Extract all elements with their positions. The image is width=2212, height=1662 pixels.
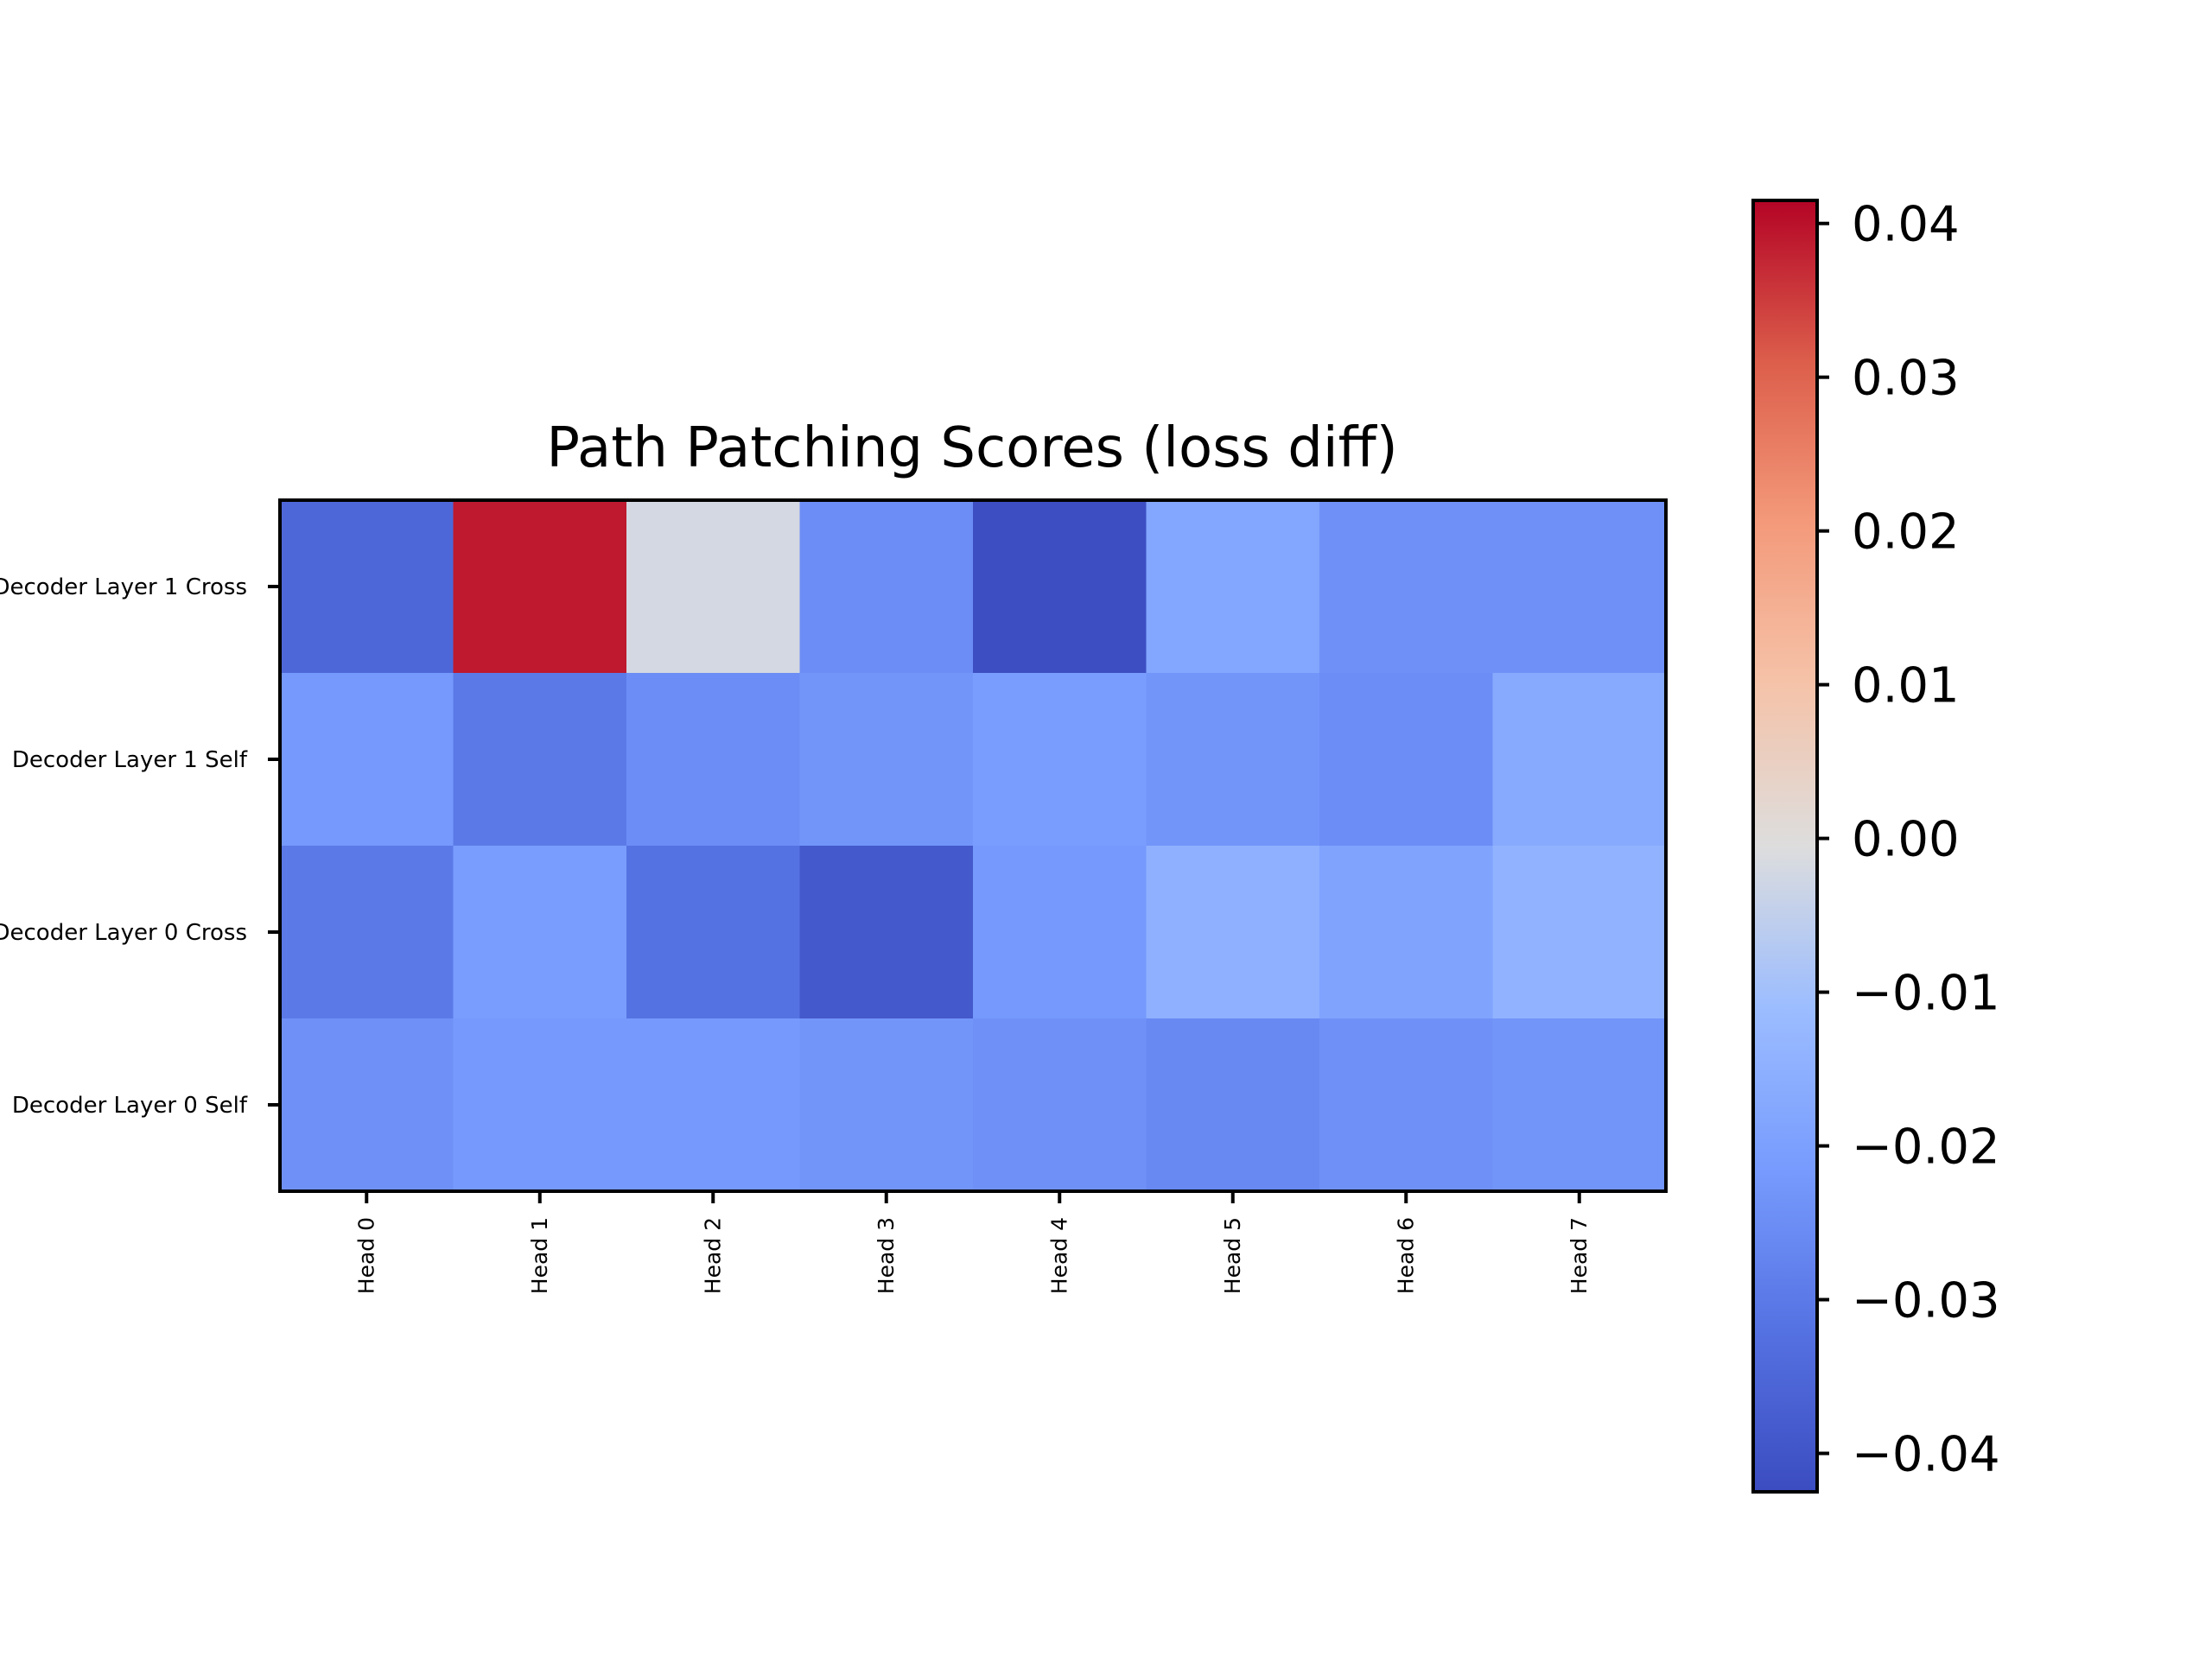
- colorbar-tick-label: 0.01: [1852, 658, 1960, 714]
- heatmap-cell: [1319, 673, 1493, 847]
- heatmap-cell: [280, 500, 454, 674]
- y-tick-label: Decoder Layer 0 Cross: [0, 920, 247, 946]
- colorbar-tick-label: −0.02: [1852, 1120, 2000, 1176]
- heatmap-cell: [626, 1018, 800, 1192]
- y-tick-label: Decoder Layer 0 Self: [12, 1093, 248, 1119]
- colorbar-tick-label: −0.04: [1852, 1427, 2000, 1483]
- heatmap-cells: [280, 500, 1667, 1192]
- heatmap-cell: [1492, 846, 1667, 1019]
- heatmap-cell: [453, 673, 627, 847]
- colorbar-tick-label: 0.03: [1852, 351, 1960, 407]
- heatmap-cell: [973, 1018, 1147, 1192]
- colorbar-tick-label: −0.01: [1852, 966, 2000, 1022]
- heatmap-cell: [453, 846, 627, 1019]
- heatmap-cell: [973, 846, 1147, 1019]
- x-tick-label: Head 0: [353, 1217, 378, 1294]
- x-tick-label: Head 7: [1567, 1217, 1592, 1294]
- colorbar-tick-label: 0.02: [1852, 504, 1960, 561]
- heatmap-cell: [626, 673, 800, 847]
- heatmap-cell: [280, 673, 454, 847]
- x-tick-label: Head 3: [874, 1217, 899, 1294]
- heatmap-cell: [453, 500, 627, 674]
- x-tick-label: Head 2: [700, 1217, 725, 1294]
- colorbar-tick-label: 0.00: [1852, 812, 1960, 868]
- x-tick-label: Head 4: [1046, 1217, 1071, 1294]
- colorbar-tick-label: 0.04: [1852, 197, 1960, 253]
- heatmap-cell: [280, 846, 454, 1019]
- heatmap-frame: [278, 498, 1668, 1193]
- x-tick-label: Head 5: [1220, 1217, 1245, 1294]
- colorbar-tick-label: −0.03: [1852, 1273, 2000, 1329]
- heatmap-cell: [280, 1018, 454, 1192]
- heatmap-cell: [453, 1018, 627, 1192]
- heatmap-cell: [799, 673, 974, 847]
- heatmap-cell: [799, 1018, 974, 1192]
- heatmap-cell: [1319, 500, 1493, 674]
- y-tick-label: Decoder Layer 1 Self: [12, 747, 248, 773]
- heatmap-cell: [973, 673, 1147, 847]
- heatmap-cell: [1492, 500, 1667, 674]
- colorbar-gradient: [1753, 200, 1817, 1492]
- heatmap-cell: [1146, 1018, 1320, 1192]
- chart-title: Path Patching Scores (loss diff): [546, 416, 1397, 480]
- heatmap-cell: [1492, 673, 1667, 847]
- x-tick-label: Head 6: [1393, 1217, 1418, 1294]
- colorbar: 0.04 0.03 0.02 0.01 0.00 −0.01 −0.02 −0.03 −0.04: [1751, 197, 2000, 1494]
- x-tick-label: Head 1: [527, 1217, 552, 1294]
- heatmap-cell: [1146, 500, 1320, 674]
- heatmap-cell: [799, 500, 974, 674]
- heatmap-cell: [799, 846, 974, 1019]
- heatmap-cell: [626, 846, 800, 1019]
- heatmap-cell: [1146, 846, 1320, 1019]
- heatmap-cell: [1319, 1018, 1493, 1192]
- colorbar-frame: [1751, 199, 1819, 1494]
- heatmap-cell: [626, 500, 800, 674]
- heatmap-cell: [1319, 846, 1493, 1019]
- x-axis-ticks: Head 0 Head 1 Head 2 Head 3 Head 4 Head 5 Head…: [353, 1191, 1592, 1294]
- heatmap-cell: [973, 500, 1147, 674]
- heatmap-cell: [1146, 673, 1320, 847]
- heatmap-cell: [1492, 1018, 1667, 1192]
- y-tick-label: Decoder Layer 1 Cross: [0, 574, 247, 600]
- y-axis-ticks: Decoder Layer 1 Cross Decoder Layer 1 Sel…: [0, 574, 280, 1119]
